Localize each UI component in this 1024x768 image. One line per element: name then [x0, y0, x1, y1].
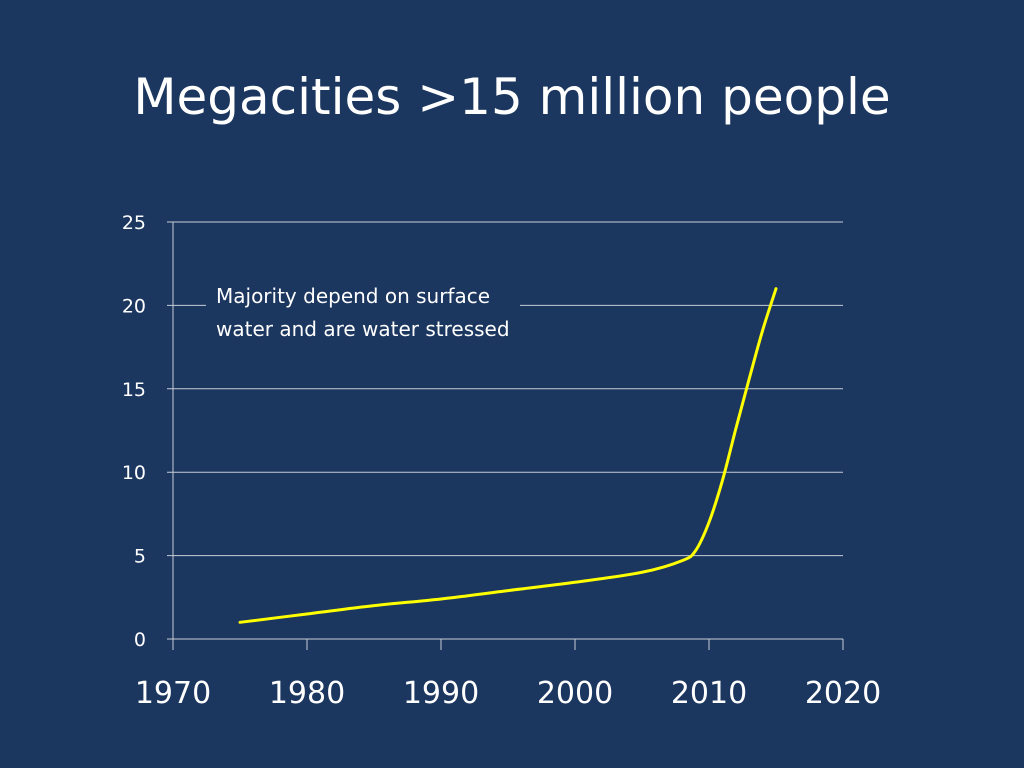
axes	[167, 222, 844, 650]
y-tick-label: 5	[134, 546, 146, 568]
x-tick-label: 2010	[671, 676, 747, 711]
x-tick-label: 1990	[403, 676, 479, 711]
annotation-line-2: water and are water stressed	[216, 317, 510, 341]
y-tick-label: 20	[122, 295, 146, 317]
slide-title: Megacities >15 million people	[133, 68, 891, 126]
chart-annotation: Majority depend on surface water and are…	[206, 278, 520, 348]
y-tick-label: 10	[122, 462, 146, 484]
x-tick-label: 1980	[269, 676, 345, 711]
gridlines	[167, 221, 843, 557]
series-line-0	[238, 287, 778, 624]
x-tick-label: 2000	[537, 676, 613, 711]
tick-labels: 0 5 10 15 20 25 1970 1980 1990 2000 2010 2020	[122, 212, 881, 711]
y-tick-label: 0	[134, 629, 146, 651]
y-tick-label: 15	[122, 379, 146, 401]
annotation-line-1: Majority depend on surface	[216, 284, 491, 308]
x-tick-label: 1970	[135, 676, 211, 711]
x-tick-label: 2020	[805, 676, 881, 711]
y-tick-label: 25	[122, 212, 146, 234]
series	[238, 287, 778, 624]
